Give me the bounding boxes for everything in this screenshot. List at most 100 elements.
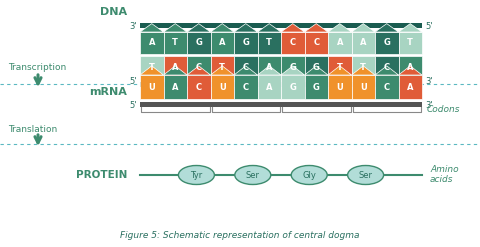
Text: T: T <box>149 62 155 71</box>
Polygon shape <box>187 66 211 75</box>
Text: U: U <box>148 82 155 91</box>
Bar <box>234 75 257 99</box>
Text: T: T <box>266 39 272 47</box>
Bar <box>234 56 257 78</box>
Ellipse shape <box>291 165 327 185</box>
Bar <box>304 32 328 54</box>
Text: G: G <box>289 62 296 71</box>
Polygon shape <box>257 24 281 32</box>
Polygon shape <box>398 66 422 75</box>
Text: A: A <box>407 62 413 71</box>
Bar <box>281 75 304 99</box>
Bar <box>140 32 164 54</box>
Bar <box>187 75 211 99</box>
Bar <box>375 32 398 54</box>
Polygon shape <box>328 78 351 86</box>
Text: G: G <box>313 62 320 71</box>
Polygon shape <box>351 24 375 32</box>
Polygon shape <box>164 66 187 75</box>
Bar <box>257 56 281 78</box>
Bar <box>351 56 375 78</box>
Text: Gly: Gly <box>302 170 316 180</box>
Text: A: A <box>360 39 367 47</box>
Text: U: U <box>360 82 367 91</box>
Text: 5': 5' <box>130 77 137 85</box>
Text: 5': 5' <box>425 22 432 32</box>
Text: C: C <box>384 82 390 91</box>
Bar <box>375 56 398 78</box>
Polygon shape <box>234 66 257 75</box>
Text: G: G <box>195 39 202 47</box>
Text: A: A <box>407 82 413 91</box>
Polygon shape <box>140 78 164 86</box>
Text: U: U <box>336 82 343 91</box>
Text: A: A <box>336 39 343 47</box>
Polygon shape <box>211 66 234 75</box>
Bar <box>257 75 281 99</box>
Ellipse shape <box>348 165 384 185</box>
Text: PROTEIN: PROTEIN <box>76 170 127 180</box>
Text: C: C <box>384 62 390 71</box>
Text: T: T <box>219 62 225 71</box>
Bar <box>351 75 375 99</box>
Bar <box>375 75 398 99</box>
Bar <box>164 56 187 78</box>
Text: acids: acids <box>430 176 454 185</box>
Text: Ser: Ser <box>246 170 260 180</box>
Polygon shape <box>398 24 422 32</box>
Text: A: A <box>148 39 155 47</box>
Bar <box>351 32 375 54</box>
Text: C: C <box>313 39 319 47</box>
Bar <box>164 32 187 54</box>
Polygon shape <box>375 24 398 32</box>
Polygon shape <box>304 78 328 86</box>
Bar <box>140 23 422 28</box>
Text: Amino: Amino <box>430 165 458 173</box>
Polygon shape <box>257 66 281 75</box>
Text: mRNA: mRNA <box>89 87 127 97</box>
Text: C: C <box>243 82 249 91</box>
Text: T: T <box>172 39 178 47</box>
Text: A: A <box>266 82 273 91</box>
Polygon shape <box>164 24 187 32</box>
Bar <box>140 82 422 87</box>
Text: A: A <box>266 62 273 71</box>
Text: Translation: Translation <box>8 124 57 133</box>
Text: Tyr: Tyr <box>190 170 203 180</box>
Text: C: C <box>290 39 296 47</box>
Text: 3': 3' <box>130 22 137 32</box>
Polygon shape <box>398 78 422 86</box>
Text: Transcription: Transcription <box>8 62 66 71</box>
Text: C: C <box>196 62 202 71</box>
Text: A: A <box>219 39 226 47</box>
Ellipse shape <box>235 165 271 185</box>
Text: G: G <box>384 39 390 47</box>
Text: 3': 3' <box>425 101 432 109</box>
Polygon shape <box>375 66 398 75</box>
Bar <box>211 32 234 54</box>
Text: T: T <box>360 62 366 71</box>
Bar <box>140 75 164 99</box>
Text: DNA: DNA <box>100 7 127 17</box>
Text: G: G <box>242 39 249 47</box>
Polygon shape <box>281 66 304 75</box>
Polygon shape <box>140 66 164 75</box>
Polygon shape <box>140 24 164 32</box>
Text: C: C <box>243 62 249 71</box>
Ellipse shape <box>179 165 215 185</box>
Bar <box>187 32 211 54</box>
Bar <box>211 56 234 78</box>
Bar <box>281 56 304 78</box>
Polygon shape <box>164 78 187 86</box>
Bar <box>164 75 187 99</box>
Bar <box>304 75 328 99</box>
Polygon shape <box>375 78 398 86</box>
Text: Ser: Ser <box>359 170 372 180</box>
Polygon shape <box>328 24 351 32</box>
Bar <box>398 75 422 99</box>
Bar <box>234 32 257 54</box>
Text: T: T <box>337 62 343 71</box>
Text: C: C <box>196 82 202 91</box>
Bar <box>211 75 234 99</box>
Polygon shape <box>328 66 351 75</box>
